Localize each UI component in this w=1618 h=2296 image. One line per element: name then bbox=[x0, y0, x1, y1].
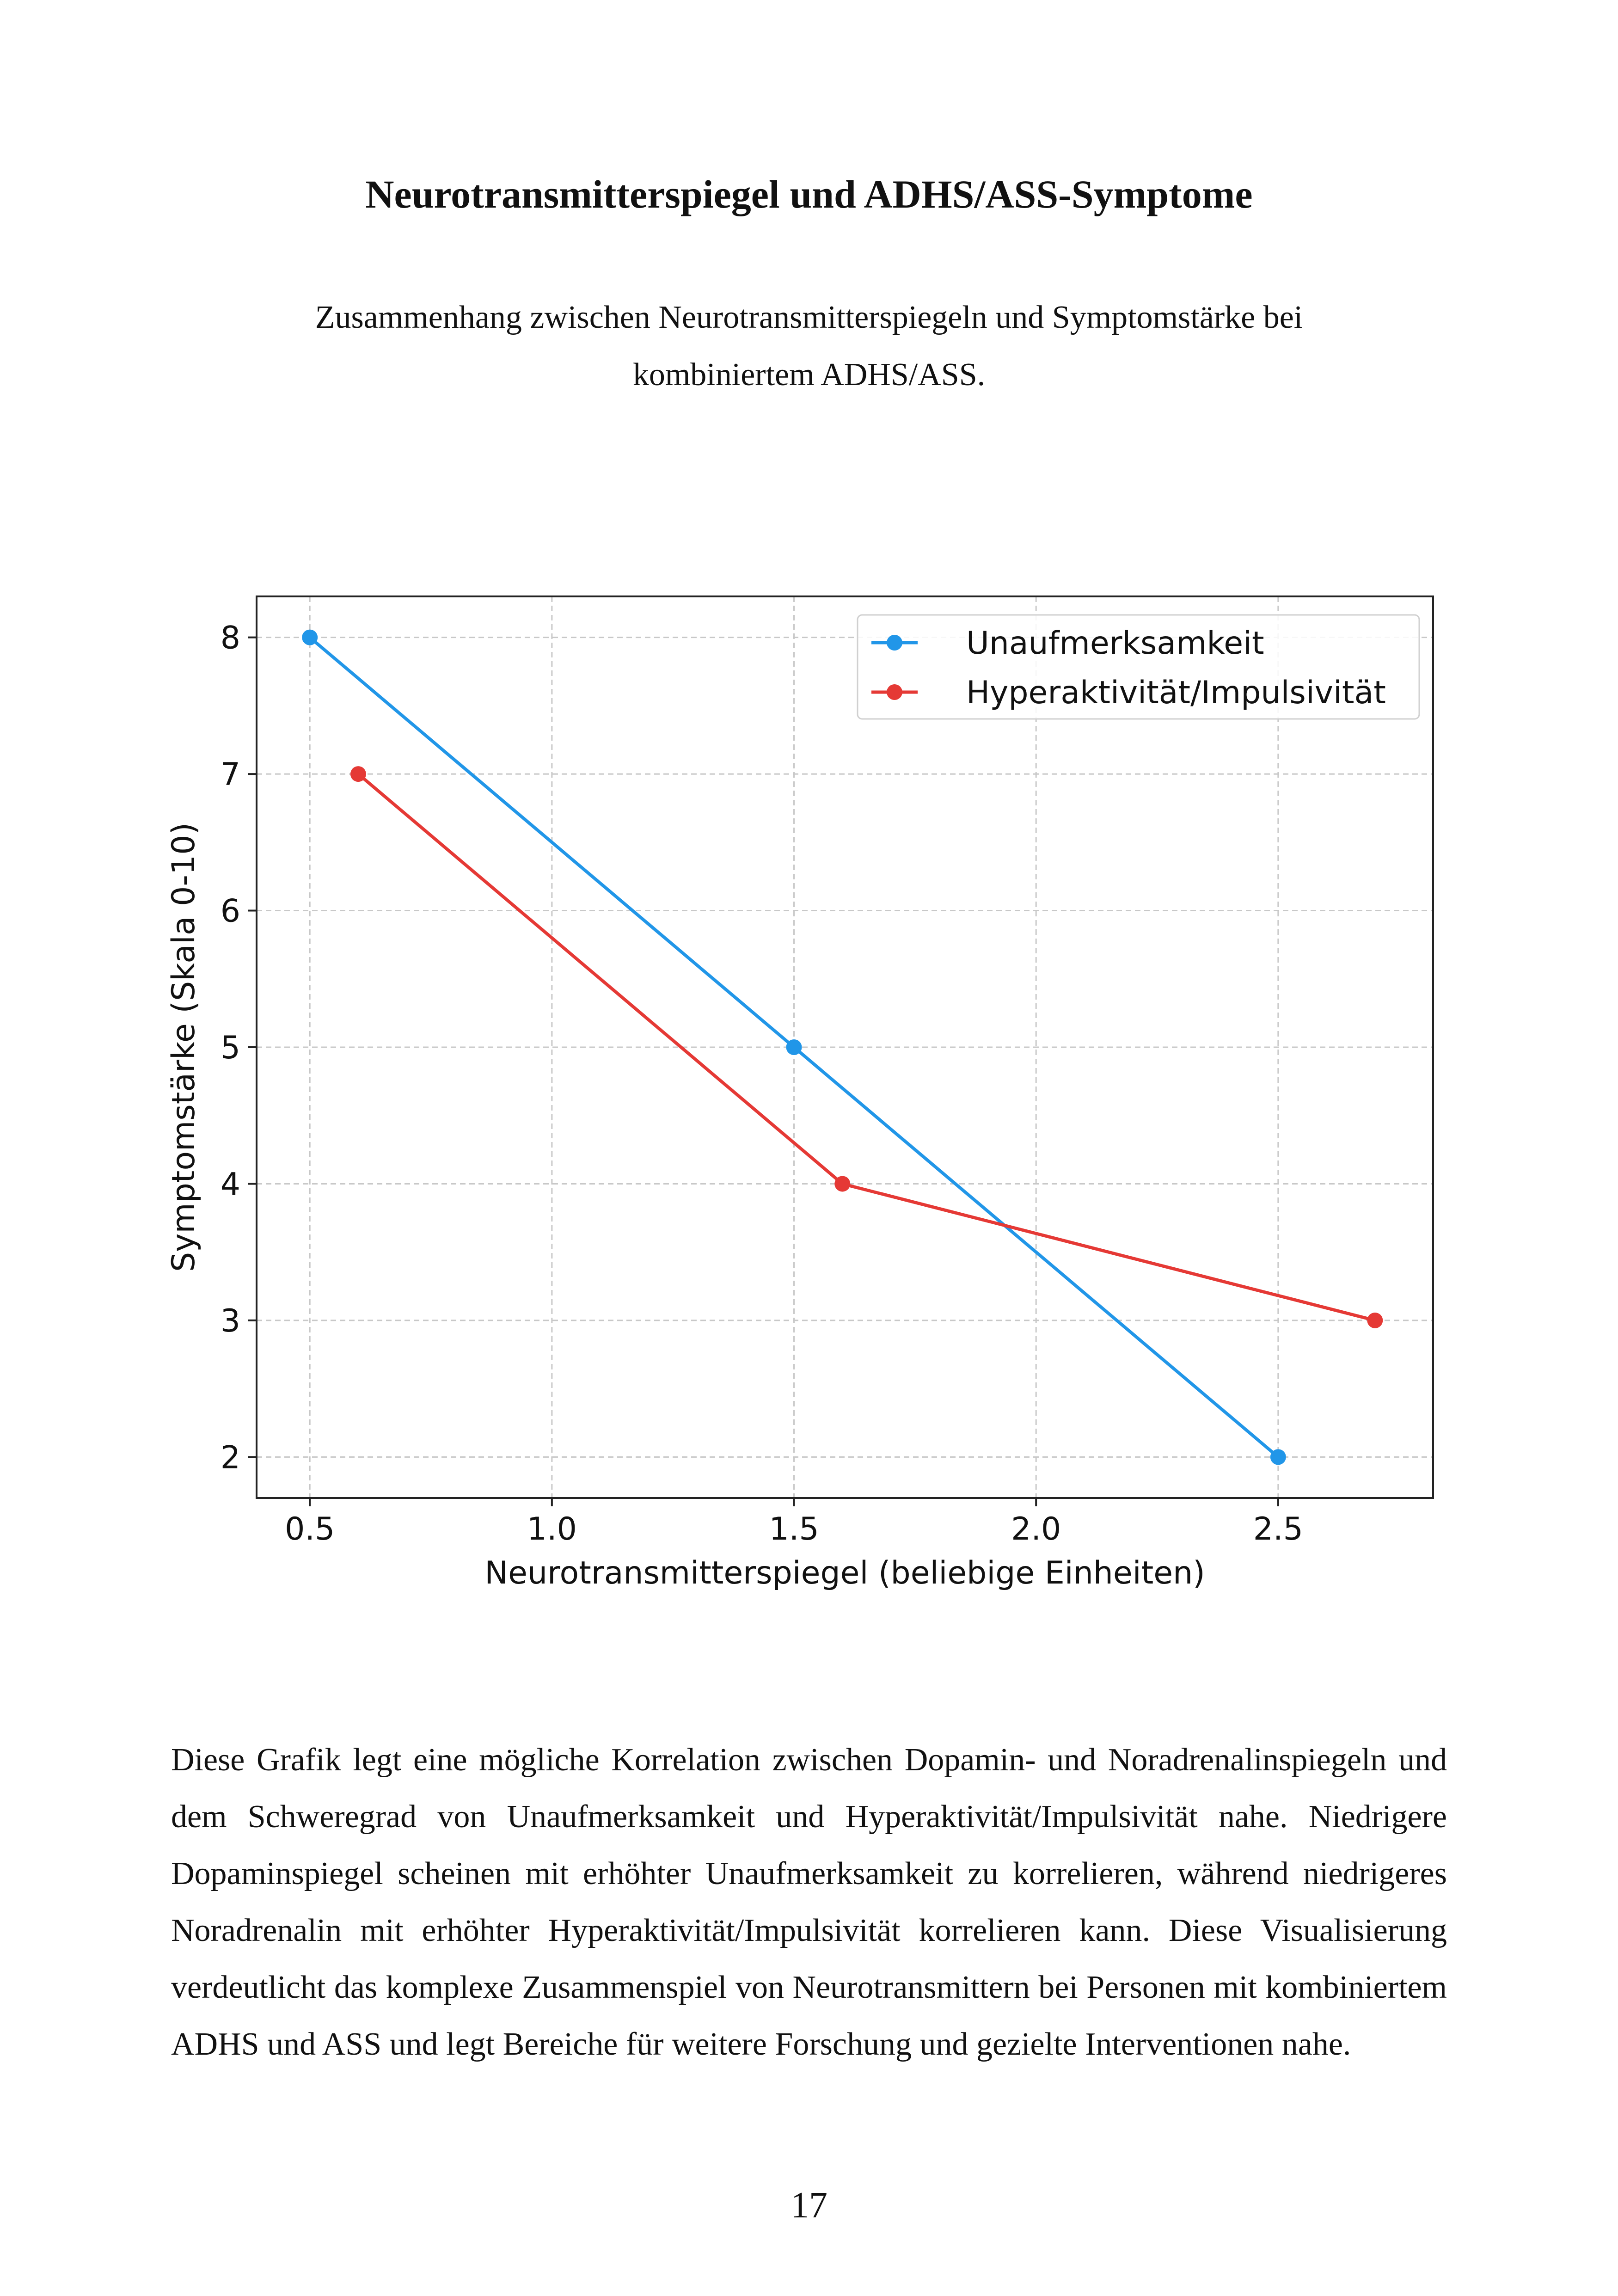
legend-label: Hyperaktivität/Impulsivität bbox=[966, 675, 1386, 711]
series-layer bbox=[302, 629, 1383, 1465]
legend-label: Unaufmerksamkeit bbox=[966, 625, 1264, 662]
figure-caption: Zusammenhang zwischen Neurotransmittersp… bbox=[315, 300, 1303, 393]
legend-marker bbox=[887, 635, 902, 651]
y-tick-label: 5 bbox=[221, 1030, 240, 1066]
x-tick-label: 2.5 bbox=[1253, 1511, 1303, 1547]
x-tick-label: 2.0 bbox=[1011, 1511, 1061, 1547]
data-point bbox=[834, 1176, 851, 1192]
x-axis-label: Neurotransmitterspiegel (beliebige Einhe… bbox=[484, 1555, 1205, 1591]
axis-ticks: 0.5 1.0 1.5 2.0 2.5 2 3 4 5 6 7 8 bbox=[221, 620, 1303, 1547]
x-tick-label: 0.5 bbox=[285, 1511, 335, 1547]
legend-marker bbox=[887, 684, 902, 700]
y-tick-label: 4 bbox=[221, 1166, 240, 1203]
data-point bbox=[786, 1039, 802, 1055]
body-paragraph: Diese Grafik legt eine mögliche Korrelat… bbox=[171, 1742, 1447, 2062]
data-point bbox=[350, 766, 366, 782]
y-tick-label: 8 bbox=[221, 620, 240, 657]
chart-legend: Unaufmerksamkeit Hyperaktivität/Impulsivi… bbox=[857, 614, 1420, 720]
y-tick-label: 2 bbox=[221, 1439, 240, 1476]
x-tick-label: 1.5 bbox=[769, 1511, 819, 1547]
y-axis-label: Symptomstärke (Skala 0-10) bbox=[165, 823, 202, 1272]
data-point bbox=[1270, 1449, 1286, 1465]
y-tick-label: 7 bbox=[221, 756, 240, 793]
page-number: 17 bbox=[791, 2185, 827, 2226]
x-tick-label: 1.0 bbox=[527, 1511, 577, 1547]
legend-box bbox=[857, 614, 1420, 720]
page-title: Neurotransmitterspiegel und ADHS/ASS-Sym… bbox=[365, 172, 1253, 216]
data-point bbox=[302, 629, 318, 645]
y-tick-label: 6 bbox=[221, 893, 240, 930]
y-tick-label: 3 bbox=[221, 1303, 240, 1339]
data-point bbox=[1367, 1312, 1383, 1328]
line-chart: 0.5 1.0 1.5 2.0 2.5 2 3 4 5 6 7 8 Neurotransmitters… bbox=[165, 595, 1434, 1591]
grid-lines bbox=[257, 596, 1433, 1498]
